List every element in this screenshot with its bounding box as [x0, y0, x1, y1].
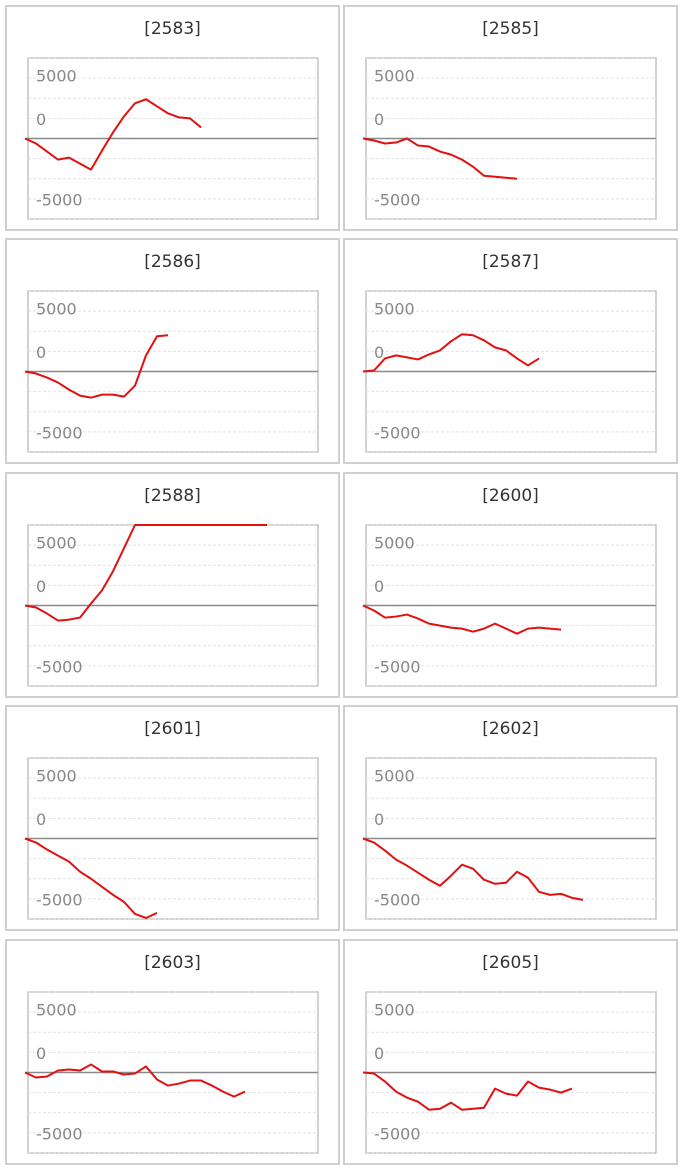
- chart: [2583] -5000 0 5000: [24, 19, 319, 220]
- y-tick-label: -5000: [36, 191, 83, 210]
- data-line: [362, 604, 562, 635]
- chart-title: [2588]: [144, 486, 201, 506]
- chart: [2588] -5000 0 5000: [24, 486, 319, 687]
- y-tick-label: 0: [374, 110, 384, 129]
- y-tick-label: -5000: [374, 424, 421, 443]
- y-tick-label: 0: [36, 577, 46, 596]
- chart-panel: [2600] -5000 0 5000: [343, 472, 678, 698]
- data-line: [24, 98, 202, 171]
- chart-panel: [2583] -5000 0 5000: [5, 5, 340, 231]
- y-tick-label: 5000: [36, 1001, 77, 1020]
- chart-title: [2603]: [144, 953, 201, 973]
- y-tick-label: -5000: [36, 424, 83, 443]
- data-line: [24, 1063, 246, 1098]
- y-tick-label: 0: [374, 1044, 384, 1063]
- data-line: [362, 333, 540, 373]
- data-line: [24, 837, 158, 919]
- chart-panel: [2588] -5000 0 5000: [5, 472, 340, 698]
- chart-title: [2602]: [482, 719, 539, 739]
- chart: [2585] -5000 0 5000: [362, 19, 657, 220]
- y-tick-label: 5000: [374, 534, 415, 553]
- y-tick-label: 0: [36, 343, 46, 362]
- chart: [2587] -5000 0 5000: [362, 252, 657, 453]
- chart: [2586] -5000 0 5000: [24, 252, 319, 453]
- data-line: [24, 524, 267, 622]
- y-tick-label: 5000: [36, 534, 77, 553]
- chart: [2602] -5000 0 5000: [362, 719, 657, 920]
- chart: [2600] -5000 0 5000: [362, 486, 657, 687]
- chart-title: [2585]: [482, 19, 539, 39]
- data-line: [362, 137, 518, 180]
- chart-panel: [2602] -5000 0 5000: [343, 705, 678, 931]
- chart: [2605] -5000 0 5000: [362, 953, 657, 1154]
- y-tick-label: 0: [36, 110, 46, 129]
- y-tick-label: 5000: [374, 300, 415, 319]
- chart-title: [2587]: [482, 252, 539, 272]
- y-tick-label: 0: [36, 810, 46, 829]
- y-tick-label: 5000: [36, 67, 77, 86]
- y-tick-label: -5000: [374, 658, 421, 677]
- chart-title: [2600]: [482, 486, 539, 506]
- y-tick-label: -5000: [374, 891, 421, 910]
- chart-title: [2583]: [144, 19, 201, 39]
- chart-panel: [2586] -5000 0 5000: [5, 238, 340, 464]
- chart-panel: [2605] -5000 0 5000: [343, 939, 678, 1165]
- y-tick-label: 5000: [36, 300, 77, 319]
- y-tick-label: 5000: [374, 1001, 415, 1020]
- y-tick-label: 0: [36, 1044, 46, 1063]
- y-tick-label: 0: [374, 577, 384, 596]
- y-tick-label: -5000: [36, 891, 83, 910]
- chart-title: [2586]: [144, 252, 201, 272]
- chart-title: [2605]: [482, 953, 539, 973]
- chart: [2601] -5000 0 5000: [24, 719, 319, 920]
- chart-panel: [2603] -5000 0 5000: [5, 939, 340, 1165]
- chart-panel: [2587] -5000 0 5000: [343, 238, 678, 464]
- y-tick-label: 5000: [374, 67, 415, 86]
- chart: [2603] -5000 0 5000: [24, 953, 319, 1154]
- data-line: [362, 1071, 573, 1111]
- y-tick-label: -5000: [374, 1125, 421, 1144]
- y-tick-label: 5000: [374, 767, 415, 786]
- chart-title: [2601]: [144, 719, 201, 739]
- data-line: [362, 837, 584, 901]
- chart-panel: [2601] -5000 0 5000: [5, 705, 340, 931]
- y-tick-label: 5000: [36, 767, 77, 786]
- y-tick-label: -5000: [36, 658, 83, 677]
- data-line: [24, 334, 169, 399]
- y-tick-label: -5000: [374, 191, 421, 210]
- chart-panel: [2585] -5000 0 5000: [343, 5, 678, 231]
- y-tick-label: 0: [374, 810, 384, 829]
- y-tick-label: -5000: [36, 1125, 83, 1144]
- y-tick-label: 0: [374, 343, 384, 362]
